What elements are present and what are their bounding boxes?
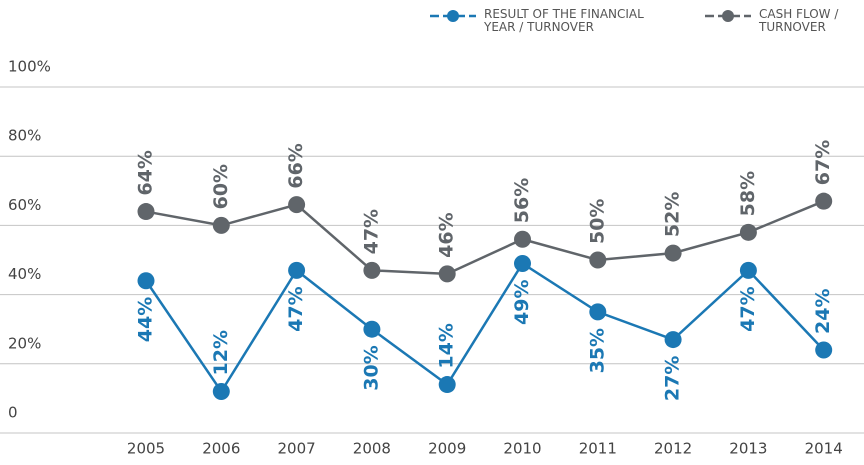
legend-label: RESULT OF THE FINANCIAL YEAR / TURNOVER	[484, 7, 644, 34]
data-point	[589, 303, 607, 321]
data-point	[514, 254, 531, 272]
data-point	[664, 244, 682, 262]
legend-item: RESULT OF THE FINANCIAL YEAR / TURNOVER	[430, 8, 660, 34]
x-tick-label: 2014	[805, 440, 843, 458]
legend-swatch	[705, 10, 751, 22]
data-label: 35%	[586, 328, 608, 373]
data-label: 27%	[662, 356, 684, 401]
data-point	[288, 261, 306, 279]
data-label: 14%	[436, 323, 458, 368]
data-label: 24%	[812, 288, 834, 333]
data-point	[137, 203, 155, 221]
y-tick-label: 0	[8, 404, 18, 422]
data-point	[137, 272, 155, 290]
data-label: 47%	[285, 286, 307, 331]
data-label: 47%	[737, 286, 759, 331]
x-tick-label: 2012	[654, 440, 692, 458]
y-tick-label: 100%	[8, 58, 51, 76]
data-label: 30%	[360, 345, 382, 390]
data-label: 47%	[360, 209, 382, 254]
data-point	[438, 265, 456, 283]
data-label: 50%	[586, 199, 608, 244]
x-tick-label: 2010	[503, 440, 541, 458]
legend-label: CASH FLOW / TURNOVER	[759, 7, 839, 34]
data-label: 58%	[737, 171, 759, 216]
x-tick-label: 2007	[278, 440, 316, 458]
legend-swatch	[430, 10, 476, 22]
x-tick-label: 2013	[729, 440, 767, 458]
data-point	[815, 341, 833, 359]
data-point	[288, 196, 306, 214]
data-point	[739, 261, 757, 279]
data-point	[514, 230, 531, 248]
series-line	[145, 200, 825, 276]
y-tick-label: 20%	[8, 334, 41, 352]
x-tick-label: 2008	[353, 440, 391, 458]
data-label: 60%	[210, 164, 232, 209]
data-label: 52%	[662, 192, 684, 237]
series-line	[144, 261, 825, 394]
data-label: 12%	[210, 330, 232, 375]
x-tick-label: 2005	[127, 440, 165, 458]
legend-item: CASH FLOW / TURNOVER	[705, 8, 855, 34]
data-point	[363, 261, 381, 279]
data-label: 44%	[135, 297, 157, 342]
data-label: 49%	[511, 279, 533, 324]
data-label: 67%	[812, 140, 834, 185]
data-point	[212, 382, 230, 400]
data-point	[589, 251, 607, 269]
data-point	[815, 192, 833, 210]
data-point	[438, 376, 456, 394]
data-point	[212, 216, 230, 234]
y-tick-label: 40%	[8, 265, 41, 283]
data-point	[664, 331, 682, 349]
y-tick-label: 80%	[8, 127, 41, 145]
x-tick-label: 2011	[579, 440, 617, 458]
y-tick-label: 60%	[8, 196, 41, 214]
x-tick-label: 2006	[202, 440, 240, 458]
data-label: 56%	[511, 178, 533, 223]
data-label: 66%	[285, 143, 307, 188]
data-point	[739, 223, 757, 241]
x-tick-label: 2009	[428, 440, 466, 458]
data-label: 64%	[135, 150, 157, 195]
data-label: 46%	[436, 212, 458, 257]
data-point	[363, 320, 381, 338]
